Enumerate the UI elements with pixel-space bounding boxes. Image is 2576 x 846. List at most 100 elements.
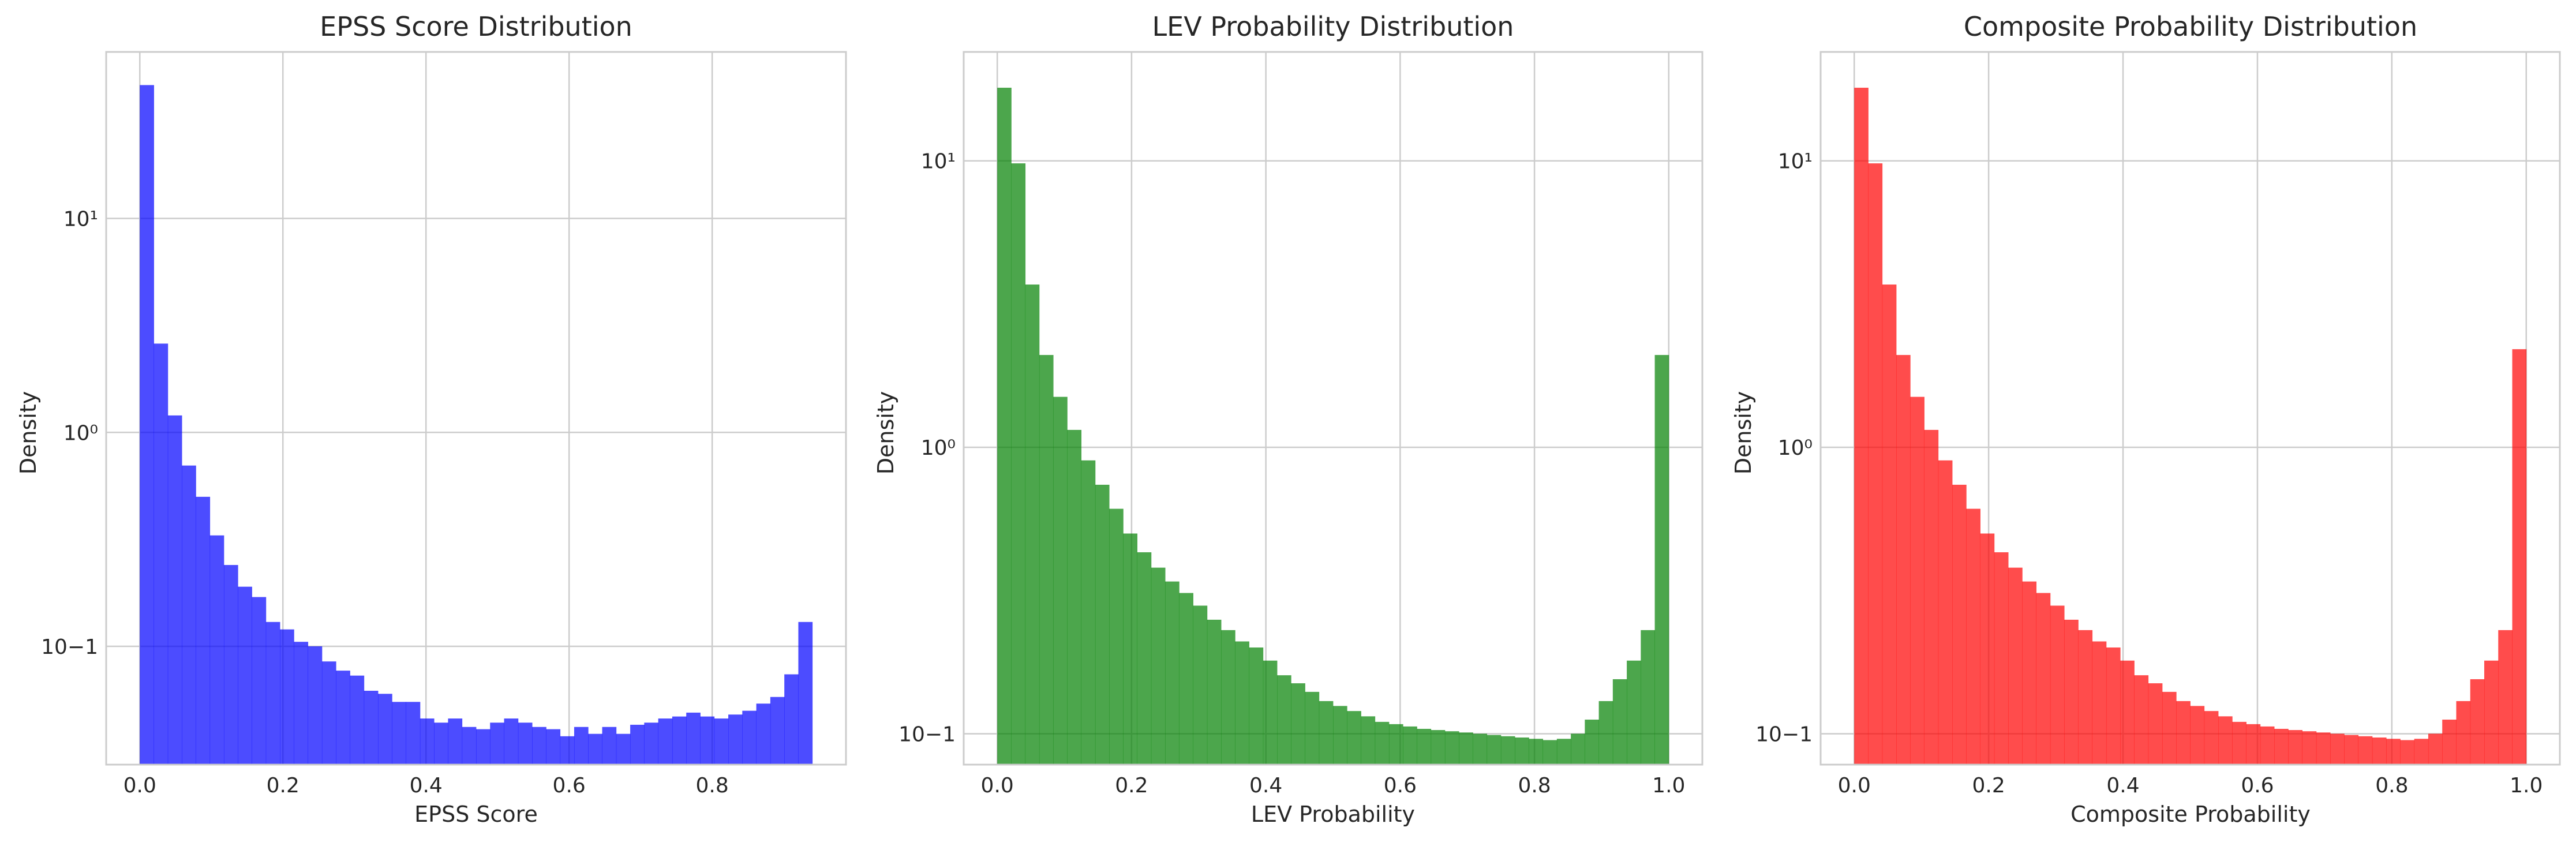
histogram-bar xyxy=(1854,88,1869,765)
histogram-bar xyxy=(2358,736,2373,765)
histogram-bar xyxy=(2428,733,2443,765)
histogram-bar xyxy=(2064,619,2079,765)
y-tick-label: 10¹ xyxy=(921,150,956,174)
x-tick-label: 0.8 xyxy=(696,774,729,798)
histogram-bar xyxy=(1924,429,1939,765)
histogram-bar xyxy=(2036,593,2051,765)
y-axis-label: Density xyxy=(1731,391,1756,474)
chart-title: LEV Probability Distribution xyxy=(1152,11,1514,42)
histogram-bar xyxy=(1868,163,1883,765)
histogram-bar xyxy=(153,343,169,765)
histogram-bar xyxy=(1277,675,1291,765)
histogram-bar xyxy=(1053,396,1068,765)
histogram-bar xyxy=(1095,484,1110,765)
histogram-bar xyxy=(2498,630,2513,765)
histogram-bar xyxy=(1473,733,1488,765)
histogram-bar xyxy=(728,714,743,765)
histogram-bar xyxy=(265,622,280,765)
histogram-bar xyxy=(2078,630,2093,765)
x-tick-label: 0.2 xyxy=(267,774,299,798)
histogram-bar xyxy=(1966,508,1980,765)
histogram-bar xyxy=(1627,660,1641,765)
x-tick-label: 0.0 xyxy=(981,774,1014,798)
histogram-bar xyxy=(1417,728,1432,765)
histogram-bar xyxy=(1333,706,1347,765)
histogram-bar xyxy=(2442,720,2457,765)
histogram-bar xyxy=(1347,711,1361,765)
histogram-bar xyxy=(448,718,463,765)
histogram-bar xyxy=(1109,508,1124,765)
histogram-bar xyxy=(1529,739,1544,765)
histogram-bar xyxy=(1882,285,1897,765)
histogram-bar xyxy=(1431,730,1446,765)
histogram-bar xyxy=(1235,641,1249,765)
histogram-bar xyxy=(182,465,196,765)
x-tick-label: 0.2 xyxy=(1972,774,2005,798)
histogram-bar xyxy=(1542,740,1557,765)
histogram-bar xyxy=(2246,724,2261,765)
histogram-bar xyxy=(658,718,673,765)
x-tick-labels: 0.0 0.2 0.4 0.6 0.8 xyxy=(123,774,729,798)
panel-epss: EPSS Score Distribution EPSS Score Densi… xyxy=(16,11,847,827)
histogram-bar xyxy=(378,694,392,765)
histogram-bar xyxy=(308,646,323,765)
histogram-bar xyxy=(1896,355,1911,765)
histogram-bar xyxy=(1938,460,1953,765)
histogram-bar xyxy=(238,586,252,765)
histogram-bar xyxy=(2260,726,2275,765)
x-axis-label: LEV Probability xyxy=(1251,802,1415,827)
histogram-bar xyxy=(2162,691,2177,765)
histogram-bar xyxy=(167,415,182,765)
histogram-bar xyxy=(2190,706,2205,765)
histogram-bar xyxy=(2274,728,2289,765)
x-tick-labels: 0.0 0.2 0.4 0.6 0.8 1.0 xyxy=(981,774,1686,798)
histogram-bar xyxy=(2008,567,2023,765)
histogram-bar xyxy=(392,702,406,765)
y-axis-label: Density xyxy=(873,391,898,474)
histogram-bar xyxy=(321,661,336,765)
histogram-bar xyxy=(2386,739,2401,765)
histogram-bar xyxy=(2512,349,2527,765)
histogram-bar xyxy=(140,85,154,765)
x-axis-label: EPSS Score xyxy=(414,802,538,827)
histogram-bar xyxy=(1994,552,2009,765)
histogram-bar xyxy=(518,723,533,765)
x-tick-label: 0.8 xyxy=(1518,774,1551,798)
histogram-bar xyxy=(2092,641,2107,765)
histogram-bar xyxy=(420,718,435,765)
histogram-bar xyxy=(350,675,365,765)
histogram-bar xyxy=(1151,567,1166,765)
histogram-bar xyxy=(1081,460,1096,765)
histogram-bar xyxy=(2148,683,2163,765)
histogram-bar xyxy=(336,671,350,765)
histogram-bar xyxy=(1361,716,1376,765)
histogram-bar xyxy=(2484,660,2499,765)
histogram-bar xyxy=(2316,732,2331,765)
histogram-bar xyxy=(1011,163,1026,765)
histogram-bar xyxy=(714,718,729,765)
histogram-bar xyxy=(672,716,687,765)
histogram-bar xyxy=(1654,355,1669,765)
y-tick-label: 10−1 xyxy=(898,723,956,746)
histogram-bar xyxy=(2204,711,2219,765)
histogram-bar xyxy=(700,716,715,765)
histogram-bar xyxy=(798,622,813,765)
histogram-bar xyxy=(1123,533,1138,765)
histogram-bar xyxy=(2344,735,2359,765)
chart-title: Composite Probability Distribution xyxy=(1964,11,2417,42)
plot-frame xyxy=(963,51,1703,766)
x-tick-label: 0.4 xyxy=(2106,774,2139,798)
x-tick-label: 0.8 xyxy=(2375,774,2408,798)
x-tick-label: 1.0 xyxy=(1652,774,1685,798)
chart-title: EPSS Score Distribution xyxy=(320,11,632,42)
x-tick-label: 0.6 xyxy=(553,774,586,798)
histogram-bar xyxy=(560,736,575,765)
histogram-bars xyxy=(997,88,1669,765)
histogram-bar xyxy=(196,496,211,765)
histogram-bar xyxy=(2218,716,2233,765)
histogram-bar xyxy=(1556,739,1571,765)
histogram-bar xyxy=(2400,740,2415,765)
histogram-bar xyxy=(1067,429,1082,765)
histogram-bar xyxy=(2302,731,2317,765)
y-tick-labels: 10−1 10⁰ 10¹ xyxy=(41,208,98,660)
